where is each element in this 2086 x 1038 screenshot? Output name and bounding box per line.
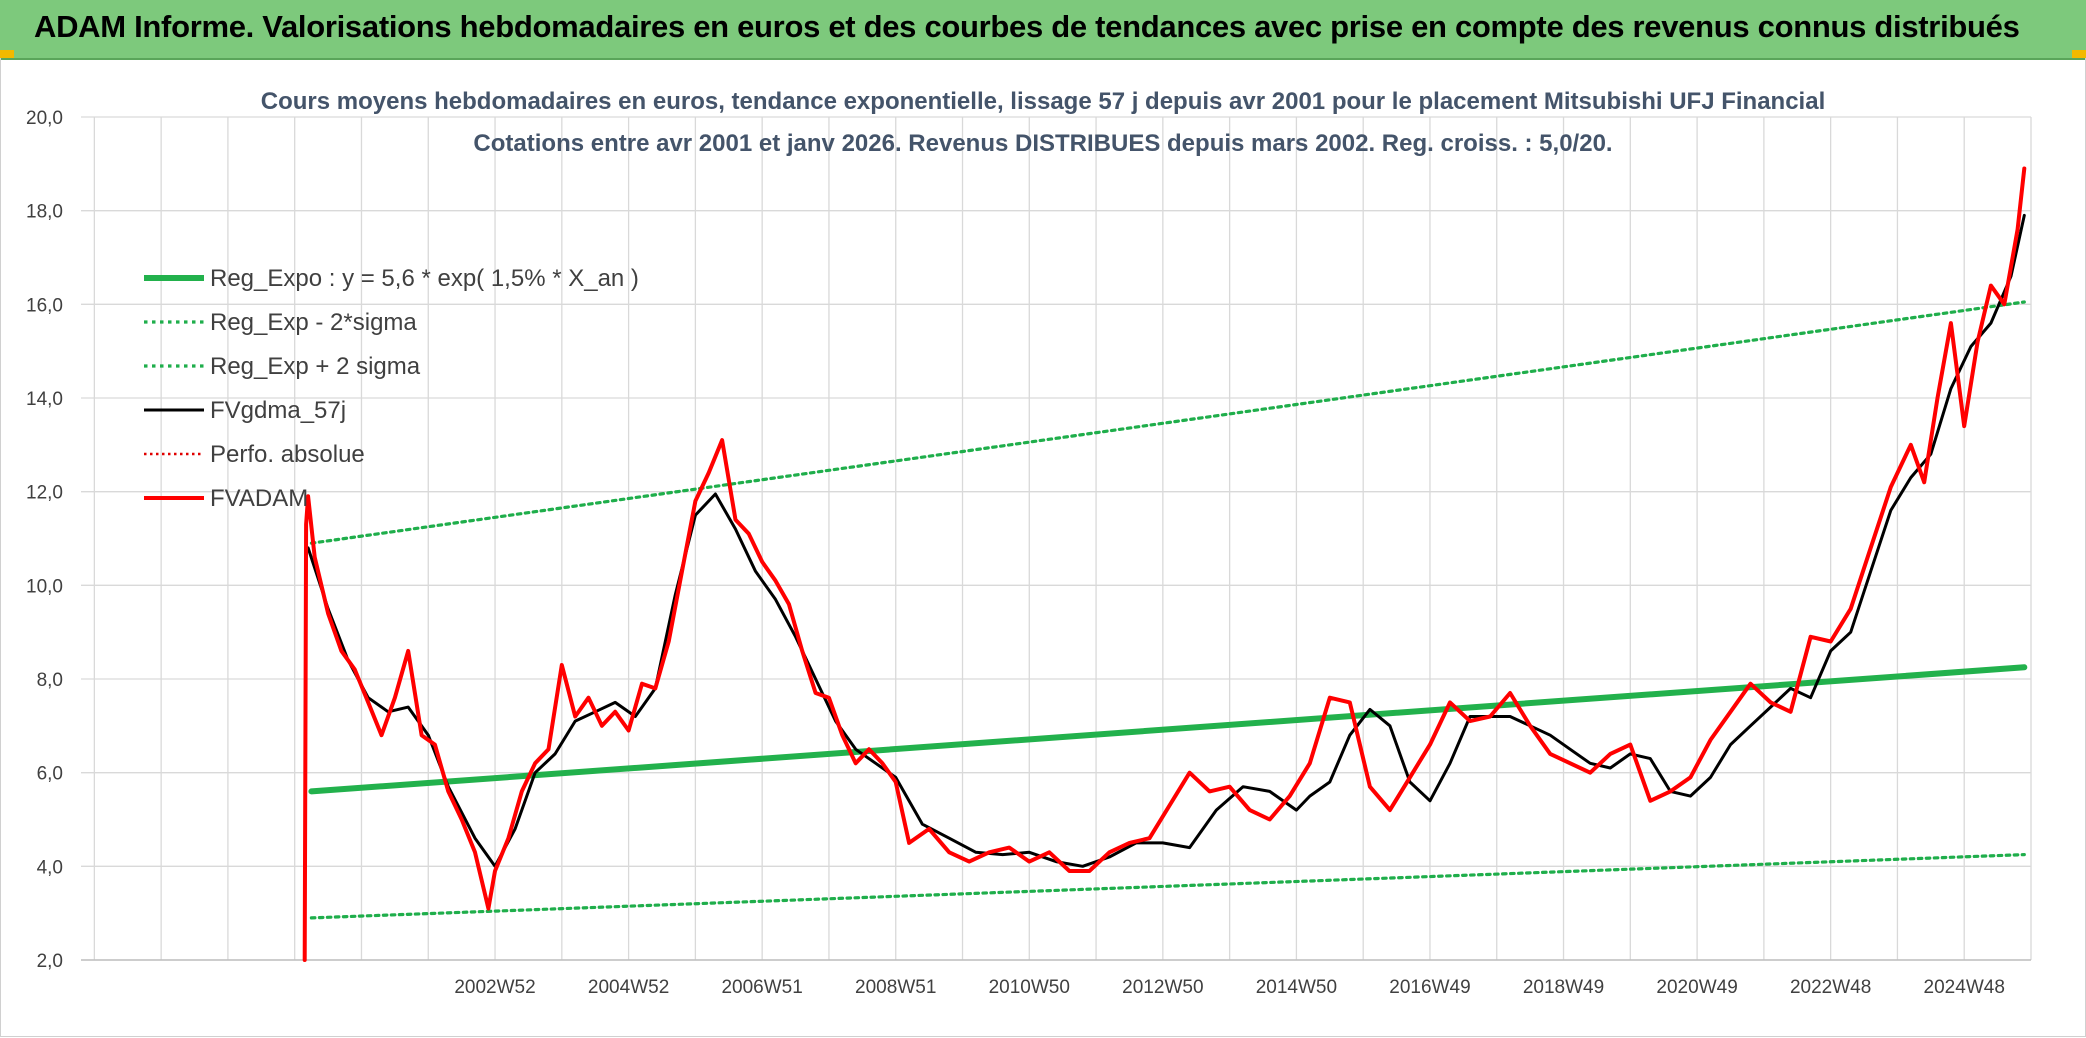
series-line-fvgdma_57j: [306, 213, 2026, 868]
x-tick-label: 2018W49: [1523, 977, 1604, 998]
banner-corner-right: [2072, 50, 2086, 58]
y-tick-label: 8,0: [37, 670, 63, 691]
chart-title-line-2: Cotations entre avr 2001 et janv 2026. R…: [473, 130, 1612, 157]
y-tick-label: 18,0: [26, 202, 63, 223]
x-tick-label: 2010W50: [989, 977, 1070, 998]
y-tick-label: 14,0: [26, 389, 63, 410]
x-tick-label: 2016W49: [1389, 977, 1470, 998]
x-tick-label: 2008W51: [855, 977, 936, 998]
legend-label: Reg_Expo : y = 5,6 * exp( 1,5% * X_an ): [210, 265, 639, 292]
x-tick-label: 2022W48: [1790, 977, 1871, 998]
y-tick-label: 12,0: [26, 483, 63, 504]
x-tick-label: 2014W50: [1256, 977, 1337, 998]
report-title: ADAM Informe. Valorisations hebdomadaire…: [34, 9, 2020, 44]
y-tick-label: 20,0: [26, 108, 63, 129]
report-banner: ADAM Informe. Valorisations hebdomadaire…: [0, 0, 2086, 60]
x-tick-label: 2020W49: [1656, 977, 1737, 998]
x-tick-label: 2024W48: [1924, 977, 2005, 998]
legend-label: FVADAM: [210, 485, 308, 512]
x-tick-label: 2004W52: [588, 977, 669, 998]
banner-corner-left: [0, 50, 14, 58]
chart-frame: 2,0 4,0 6,0 8,0 10,0 12,0 14,0 16,0 18,0 20,0 2002…: [0, 58, 2086, 1037]
series-line-reg_expo: [308, 664, 2028, 795]
y-tick-label: 6,0: [37, 764, 63, 785]
legend-label: Perfo. absolue: [210, 441, 365, 468]
chart-title-line-1: Cours moyens hebdomadaires en euros, ten…: [261, 88, 1826, 115]
series-line-reg_exp: [309, 300, 2026, 545]
x-tick-label: 2006W51: [721, 977, 802, 998]
y-tick-label: 4,0: [37, 857, 63, 878]
x-tick-label: 2002W52: [454, 977, 535, 998]
y-tick-label: 10,0: [26, 576, 63, 597]
grid: [81, 116, 2032, 961]
chart-area: 2,0 4,0 6,0 8,0 10,0 12,0 14,0 16,0 18,0 20,0 2002…: [26, 88, 2032, 998]
x-tick-label: 2012W50: [1122, 977, 1203, 998]
chart-title-group: Cours moyens hebdomadaires en euros, ten…: [261, 88, 1826, 157]
y-tick-label: 16,0: [26, 295, 63, 316]
legend: Reg_Expo : y = 5,6 * exp( 1,5% * X_an ) R…: [144, 265, 639, 512]
legend-label: Reg_Exp + 2 sigma: [210, 353, 421, 380]
series-line-reg_exp: [309, 852, 2026, 920]
y-tick-label: 2,0: [37, 951, 63, 972]
series-line-fvadam: [302, 166, 2027, 962]
series: [302, 166, 2028, 962]
legend-label: Reg_Exp - 2*sigma: [210, 309, 417, 336]
axes: 2,0 4,0 6,0 8,0 10,0 12,0 14,0 16,0 18,0 20,0 2002…: [26, 108, 2031, 998]
legend-label: FVgdma_57j: [210, 397, 346, 424]
